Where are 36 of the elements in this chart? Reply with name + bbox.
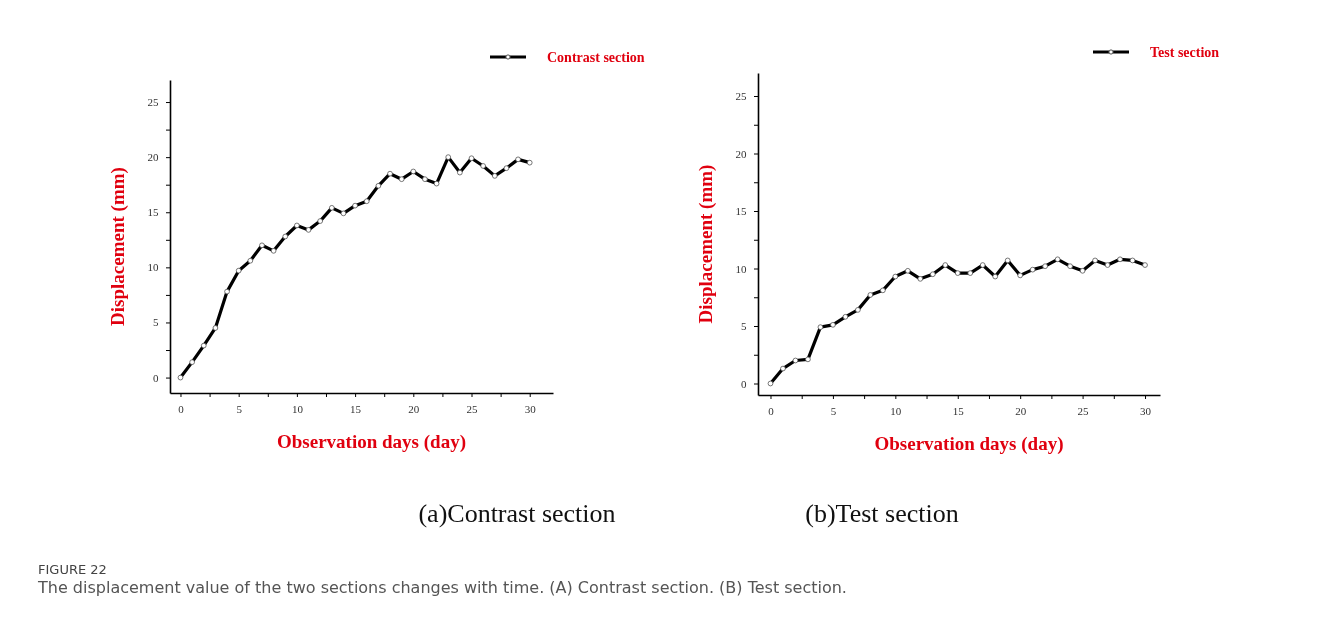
x-tick-label: 30 <box>1140 405 1152 418</box>
x-tick-label: 20 <box>408 403 420 416</box>
text: (b)Test section <box>805 499 959 528</box>
y-tick-label: 15 <box>147 206 160 219</box>
y-tick-label: 0 <box>153 371 160 384</box>
y-tick-label: 25 <box>735 90 748 103</box>
x-tick-label: 10 <box>890 405 902 418</box>
x-tick-label: 10 <box>291 403 304 416</box>
y-tick-label: 20 <box>735 147 748 160</box>
x-tick-label: 15 <box>952 405 965 418</box>
y-tick-label: 5 <box>153 316 160 329</box>
x-tick-label: 25 <box>466 403 479 416</box>
y-tick-label: 10 <box>147 261 160 274</box>
x-axis-title: Observation days (day) <box>874 433 1064 455</box>
y-tick-label: 5 <box>741 320 748 333</box>
x-axis-title: Observation days (day) <box>277 431 466 453</box>
x-tick-label: 5 <box>830 405 837 418</box>
text: (a)Contrast section <box>418 499 616 528</box>
x-tick-label: 0 <box>768 405 775 418</box>
y-tick-label: 15 <box>735 205 748 218</box>
x-tick-label: 25 <box>1077 405 1090 418</box>
y-axis-title: Displacement (mm) <box>107 167 129 326</box>
text: The displacement value of the two sections changes with time. (A) Contrast section. (B) Test section. <box>37 578 847 597</box>
y-tick-label: 25 <box>147 96 160 109</box>
x-tick-label: 30 <box>524 403 537 416</box>
legend-label: Test section <box>1150 44 1220 60</box>
y-axis-title: Displacement (mm) <box>695 164 717 324</box>
caption: FIGURE 22 <box>38 562 107 577</box>
x-tick-label: 20 <box>1015 405 1027 418</box>
y-tick-label: 20 <box>147 151 160 164</box>
legend-label: Contrast section <box>547 49 645 65</box>
y-tick-label: 10 <box>735 262 748 275</box>
y-tick-label: 0 <box>741 377 748 390</box>
x-tick-label: 0 <box>178 403 185 416</box>
x-tick-label: 15 <box>350 403 362 416</box>
x-tick-label: 5 <box>236 403 243 416</box>
